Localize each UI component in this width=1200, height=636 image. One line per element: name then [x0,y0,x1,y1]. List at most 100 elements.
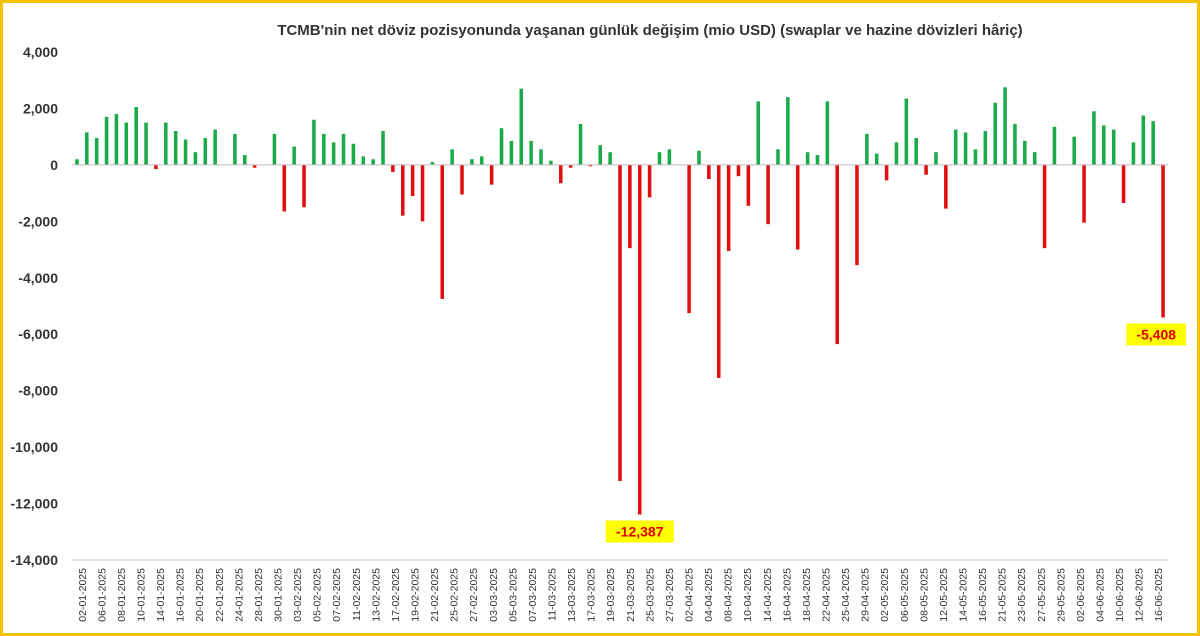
bar [94,138,99,165]
x-tick-label: 06-05-2025 [899,568,911,622]
bar [707,164,711,179]
bar [272,133,277,165]
x-tick-label: 20-01-2025 [194,568,206,622]
bar [628,164,632,249]
y-axis: 4,000 2,000 0 -2,000 -4,000 -6,000 -8,000 -10,0… [11,44,59,568]
bar [914,138,918,165]
bar [697,150,701,165]
bar [1003,87,1007,165]
bar [144,122,148,165]
bar [391,164,395,172]
bar [440,164,445,299]
y-tick-label: -2,000 [18,213,58,229]
bar [884,164,889,181]
bar [726,164,731,251]
x-tick-label: 02-06-2025 [1075,568,1087,622]
bar [549,160,553,165]
bar [243,155,247,165]
bar [509,140,514,165]
bar [420,164,425,222]
x-tick-label: 10-04-2025 [742,568,754,622]
x-tick-label: 21-05-2025 [997,568,1009,622]
bar [124,122,129,165]
bar [302,164,306,208]
x-tick-label: 21-02-2025 [429,568,441,622]
x-tick-label: 03-02-2025 [292,568,304,622]
x-tick-label: 27-02-2025 [468,568,480,622]
bar [173,131,178,165]
bar [1082,164,1086,223]
bar [835,164,839,345]
bar [667,149,672,165]
bar [489,164,494,185]
x-tick-label: 25-04-2025 [840,568,852,622]
bar [716,164,721,378]
bar [1111,129,1116,165]
x-tick-label: 11-02-2025 [351,568,363,621]
bar [519,88,524,165]
bar [1121,164,1126,203]
bar [470,159,474,165]
bar [568,164,573,168]
x-tick-label: 02-05-2025 [879,568,891,622]
bar [282,164,287,212]
x-tick-label: 12-05-2025 [938,568,950,622]
x-tick-label: 11-03-2025 [547,568,559,621]
bar [558,164,563,184]
x-tick-label: 08-05-2025 [918,568,930,622]
bar [746,164,751,206]
bar [1042,164,1047,249]
x-tick-label: 14-05-2025 [958,568,970,622]
callout-label: -12,387 [616,523,664,539]
bar [944,164,948,209]
x-tick-label: 22-01-2025 [214,568,226,622]
x-tick-label: 19-02-2025 [410,568,422,622]
x-tick-label: 14-04-2025 [762,568,774,622]
x-tick-label: 08-01-2025 [116,568,128,622]
bar [934,152,938,165]
y-tick-label: 4,000 [23,44,58,60]
bar [312,119,316,165]
callout-background [605,520,674,543]
bar [608,152,612,165]
bar [1131,142,1136,165]
bar [450,149,454,165]
bar [736,164,741,177]
bar [756,101,761,165]
bar [786,97,790,165]
bar [1052,126,1057,165]
x-tick-label: 16-06-2025 [1153,568,1165,622]
bar [1102,125,1106,165]
bar [193,152,198,165]
x-tick-label: 23-05-2025 [1016,568,1028,622]
y-tick-label: 0 [50,157,58,173]
bar [164,122,168,165]
bar [855,164,859,266]
y-tick-label: 2,000 [23,100,58,116]
x-tick-label: 10-01-2025 [136,568,148,622]
bar [341,133,346,165]
bar [529,140,533,165]
bar [637,164,642,515]
x-tick-label: 04-04-2025 [703,568,715,622]
bar [371,159,375,165]
bar [1013,123,1017,165]
bar [381,131,385,165]
bar [104,116,109,165]
bar [1032,152,1037,165]
bar [75,159,79,165]
x-tick-label: 12-06-2025 [1134,568,1146,622]
x-tick-label: 03-03-2025 [488,568,500,622]
value-callout: -5,408 [1126,323,1186,346]
bar [1092,111,1096,165]
bar [825,101,830,165]
bar [213,129,217,165]
bar [874,153,879,165]
bar [963,132,968,165]
x-tick-label: 21-03-2025 [625,568,637,622]
x-tick-label: 05-03-2025 [507,568,519,622]
bar [85,132,89,165]
bar [331,142,336,165]
